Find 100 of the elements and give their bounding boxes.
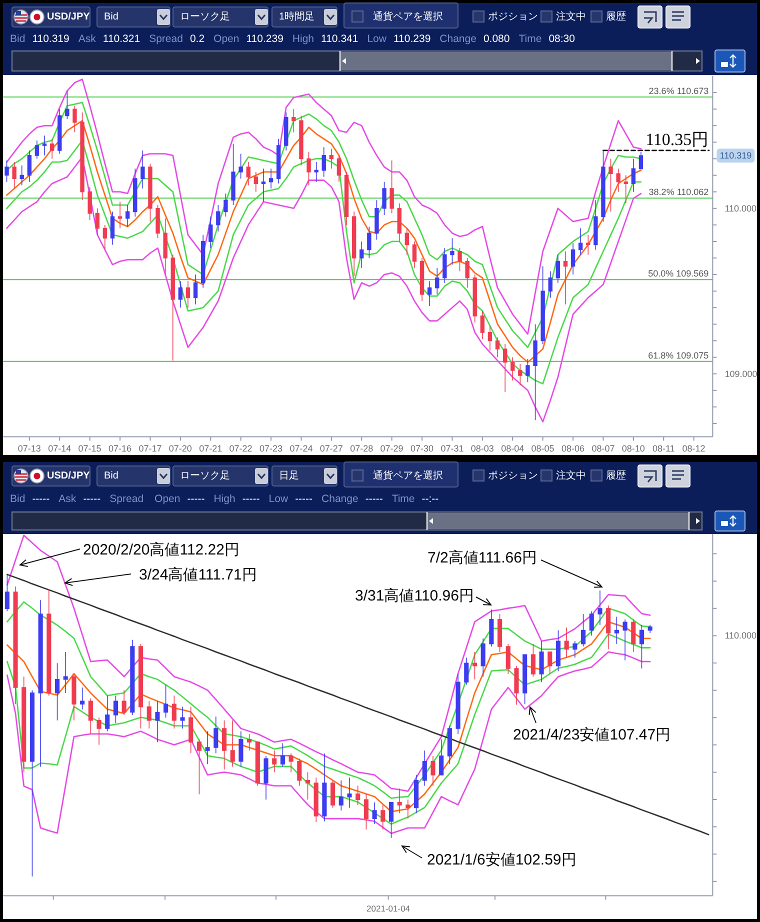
x-tick-label: 08-07 [592,444,615,454]
candlestick [530,643,536,678]
candlestick [447,725,452,764]
candlestick [450,238,454,266]
candlestick [330,780,336,808]
candlestick [272,750,277,773]
candlestick [133,168,138,218]
candlestick [105,695,110,732]
candlestick [638,152,644,170]
candlestick [548,652,552,674]
line-series [6,156,642,423]
candlestick [563,250,568,305]
text: Bid [104,12,118,22]
candlestick [322,753,327,822]
candlestick [42,135,47,156]
candlestick [314,777,318,822]
x-tick-label: 08-03 [470,444,494,454]
x-tick-label: 08-12 [682,444,706,454]
candlestick [231,143,236,206]
candlestick [130,640,135,716]
candlestick [288,752,294,773]
candlestick [95,208,100,236]
annotation: 3/24高値111.71円 [139,566,257,584]
text: Spread [110,493,144,505]
candlestick [125,204,130,227]
text: 通貨ペアを選択 [373,470,443,482]
candlestick [539,640,544,682]
candlestick [465,258,470,288]
candlestick [46,588,52,696]
candlestick [246,162,250,186]
annotation: 2021/4/23安値107.47円 [513,726,671,744]
candlestick [422,750,427,786]
candlestick [606,605,611,650]
candlestick [522,654,528,704]
candlestick [594,200,598,250]
candlestick [360,241,364,268]
candlestick [472,652,478,680]
candlestick [216,204,220,232]
candlestick [276,138,281,184]
candlestick [238,153,243,179]
candlestick [261,168,266,202]
candlestick [140,150,145,189]
candlestick [458,248,462,272]
x-tick-label: 07-13 [18,444,41,454]
text: Low ----- [268,493,314,505]
text: 110.319 [720,150,752,161]
candlestick [435,268,440,295]
text: 履歴 [606,12,626,22]
candlestick [224,193,228,218]
candlestick [122,690,126,716]
candlestick [314,162,318,182]
x-tick-label: 07-20 [168,444,192,454]
candlestick [572,640,578,658]
text: 1時間足 [279,10,315,22]
text: ポジション [488,470,538,482]
candlestick [442,248,447,284]
candlestick [50,138,54,160]
candlestick [54,662,60,721]
text: 通貨ペアを選択 [373,10,443,22]
candlestick [164,684,168,718]
candlestick [589,610,594,636]
candlestick [13,586,18,704]
candlestick [110,211,115,246]
candlestick [254,172,258,192]
candlestick [146,700,152,729]
text: Time --:-- [392,493,440,505]
candlestick [570,242,576,275]
candlestick [63,652,68,694]
x-tick-label: 08-05 [531,444,554,454]
candlestick [581,614,586,647]
text: 7/2高値111.66円 [427,550,537,566]
x-tick-label: 08-06 [562,444,585,454]
annotation: 110.35円 [646,130,709,149]
x-tick-label: 07-30 [410,444,434,454]
candlestick [305,772,310,800]
candlestick [614,616,619,644]
candlestick [456,674,460,734]
candlestick [556,254,560,284]
x-tick-label: 08-11 [652,444,675,454]
x-tick-label: 07-17 [138,444,162,454]
candlestick [30,690,34,877]
candlestick [222,720,227,770]
text: Change ----- [322,493,384,505]
candlestick [188,706,194,754]
x-tick-label: 07-31 [440,444,464,454]
candlestick [96,717,102,746]
candlestick [608,158,613,212]
text: Change 0.080 [440,33,510,45]
candlestick [502,344,508,392]
candlestick [12,162,16,189]
candlestick [598,590,602,626]
candlestick [347,777,352,808]
candlestick [284,112,288,151]
ref-line-label: 61.8% 109.075 [648,350,709,360]
candlestick [208,216,213,248]
candlestick [336,155,342,182]
text: USD/JPY [47,470,90,482]
candlestick [72,105,77,133]
x-tick-label: 07-14 [48,444,72,454]
candlestick [65,90,70,120]
